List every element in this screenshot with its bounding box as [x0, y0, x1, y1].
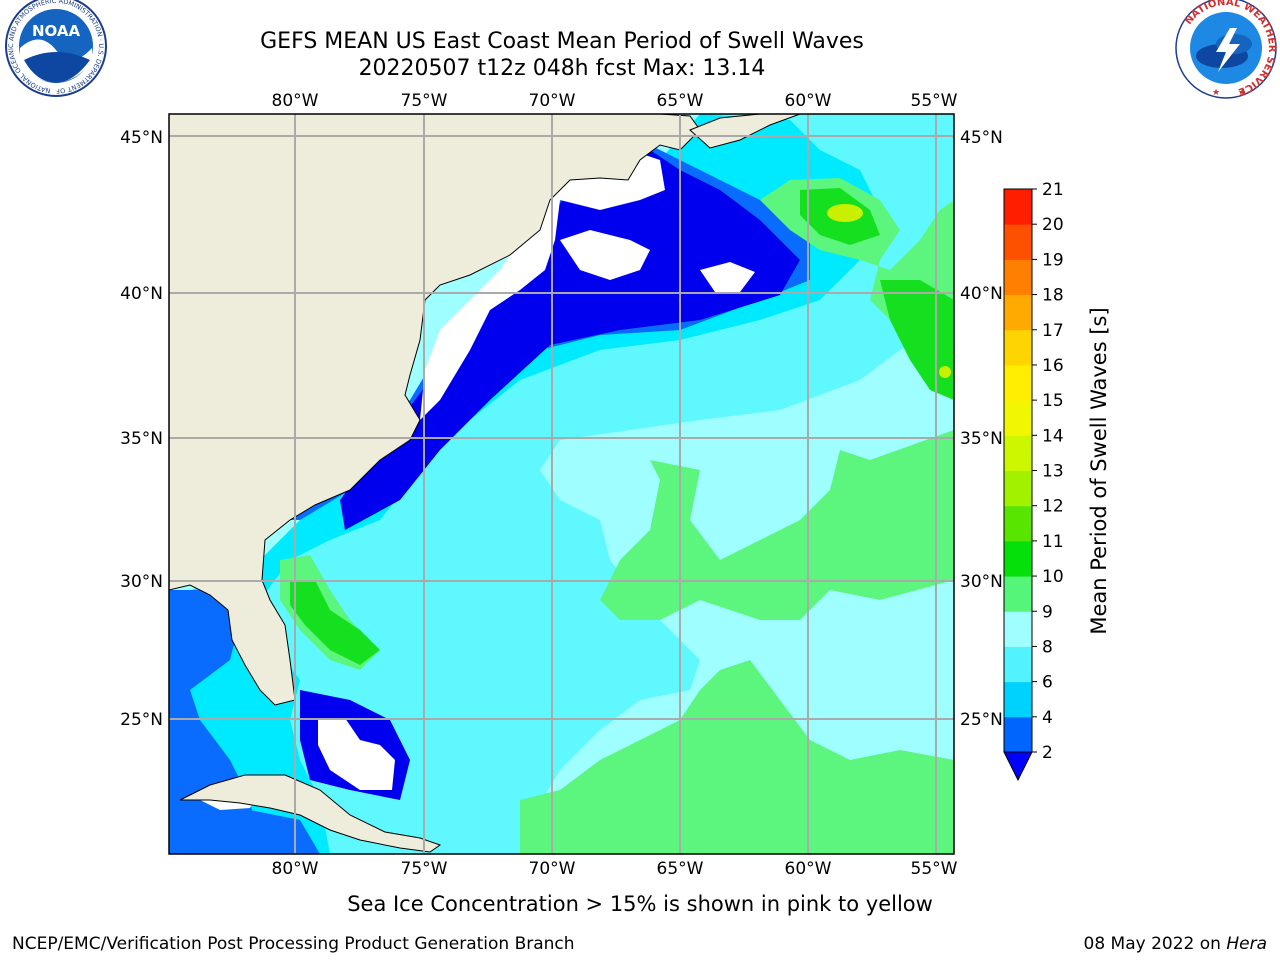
colorbar-segment [1004, 224, 1032, 260]
lon-label-bottom-60w: 60°W [785, 859, 832, 879]
colorbar-segment [1004, 611, 1032, 647]
svg-text:★: ★ [1212, 88, 1220, 98]
swell-9-10s-south-field [520, 660, 954, 854]
noaa-logo: NOAA NATIONAL OCEANIC AND ATMOSPHERIC AD… [0, 0, 107, 97]
chart-title-line-1: GEFS MEAN US East Coast Mean Period of S… [260, 29, 864, 54]
swell-under-2s-field [340, 140, 800, 530]
colorbar-segment [1004, 364, 1032, 401]
colorbar: 2 4 6 8 9 10 11 12 13 14 15 16 17 18 19 20 21 [1003, 180, 1064, 782]
no-data-georges-bank [560, 230, 650, 280]
lon-label-bottom-80w: 80°W [272, 859, 319, 879]
colorbar-tick-label: 14 [1042, 426, 1064, 446]
colorbar-tick-label: 8 [1042, 637, 1053, 657]
colorbar-segment [1004, 435, 1032, 471]
lon-label-bottom-70w: 70°W [529, 859, 576, 879]
colorbar-segment [1004, 576, 1032, 612]
colorbar-tick-label: 17 [1042, 321, 1064, 341]
no-data-bahamas-bank [318, 718, 395, 790]
colorbar-segment [1004, 259, 1032, 296]
colorbar-segment [1004, 329, 1032, 366]
lon-label-top-55w: 55°W [911, 91, 958, 111]
lon-label-top-60w: 60°W [785, 91, 832, 111]
credit-text: NCEP/EMC/Verification Post Processing Pr… [12, 934, 575, 954]
lat-label-left-40n: 40°N [120, 284, 163, 304]
colorbar-segment [1004, 681, 1032, 718]
lon-label-bottom-75w: 75°W [401, 859, 448, 879]
lon-label-top-65w: 65°W [657, 91, 704, 111]
swell-12-13s-east-field [939, 366, 951, 378]
colorbar-tick-label: 10 [1042, 567, 1064, 587]
land-north-america [169, 114, 701, 706]
lon-label-bottom-65w: 65°W [657, 859, 704, 879]
chart-title-line-2: 20220507 t12z 048h fcst Max: 13.14 [359, 56, 766, 81]
colorbar-segment [1004, 505, 1032, 542]
sea-ice-note: Sea Ice Concentration > 15% is shown in … [347, 892, 933, 916]
swell-10-11s-florida-field [290, 580, 380, 665]
swell-9-10s-central-field [600, 430, 954, 620]
colorbar-tick-label: 2 [1042, 743, 1053, 763]
colorbar-segment [1004, 540, 1032, 577]
lat-label-right-40n: 40°N [960, 284, 1003, 304]
colorbar-tick-label: 18 [1042, 286, 1064, 306]
noaa-logo-label: NOAA [32, 22, 81, 40]
lat-label-left-35n: 35°N [120, 429, 163, 449]
colorbar-under-arrow [1003, 751, 1033, 782]
host-text: Hera [1226, 934, 1267, 954]
lat-label-right-35n: 35°N [960, 429, 1003, 449]
graticule [169, 114, 954, 854]
map-frame [168, 113, 955, 855]
colorbar-segment [1004, 189, 1032, 225]
map-area [169, 114, 954, 854]
colorbar-segment [1004, 400, 1032, 436]
lat-label-right-25n: 25°N [960, 710, 1003, 730]
lat-label-left-30n: 30°N [120, 572, 163, 592]
colorbar-tick-label: 4 [1042, 708, 1053, 728]
swell-2-4s-gulf-field [169, 780, 320, 854]
svg-text:★: ★ [1238, 88, 1246, 98]
no-data-nantucket-shoal [700, 262, 755, 292]
colorbar-tick-label: 19 [1042, 250, 1064, 270]
colorbar-tick-label: 12 [1042, 497, 1064, 517]
colorbar-tick-label: 9 [1042, 602, 1053, 622]
lat-label-right-30n: 30°N [960, 572, 1003, 592]
colorbar-segment [1004, 470, 1032, 507]
lat-label-right-45n: 45°N [960, 128, 1003, 148]
land-nova-scotia [689, 114, 801, 149]
lat-label-left-25n: 25°N [120, 710, 163, 730]
nws-logo: NATIONAL WEATHER SERVICE ★ ★ [1175, 0, 1277, 99]
colorbar-tick-label: 11 [1042, 532, 1064, 552]
colorbar-segment [1004, 646, 1032, 683]
no-data-shelf-region [420, 150, 665, 420]
svg-text:08 May 2022 on Hera: 08 May 2022 on Hera [1084, 934, 1268, 954]
lat-label-left-45n: 45°N [120, 128, 163, 148]
lon-label-top-75w: 75°W [401, 91, 448, 111]
colorbar-segment [1004, 716, 1032, 753]
colorbar-tick-label: 21 [1042, 180, 1064, 200]
colorbar-tick-label: 20 [1042, 215, 1064, 235]
colorbar-tick-label: 13 [1042, 462, 1064, 482]
swell-12-13s-max-field [827, 204, 863, 222]
colorbar-label: Mean Period of Swell Waves [s] [1087, 307, 1111, 634]
lon-label-bottom-55w: 55°W [911, 859, 958, 879]
date-text: 08 May 2022 on [1084, 934, 1227, 954]
colorbar-tick-label: 6 [1042, 673, 1053, 693]
colorbar-tick-label: 16 [1042, 356, 1064, 376]
lon-label-top-70w: 70°W [529, 91, 576, 111]
colorbar-segment [1004, 294, 1032, 331]
land-cuba [179, 774, 442, 853]
colorbar-tick-label: 15 [1042, 391, 1064, 411]
lon-label-top-80w: 80°W [272, 91, 319, 111]
